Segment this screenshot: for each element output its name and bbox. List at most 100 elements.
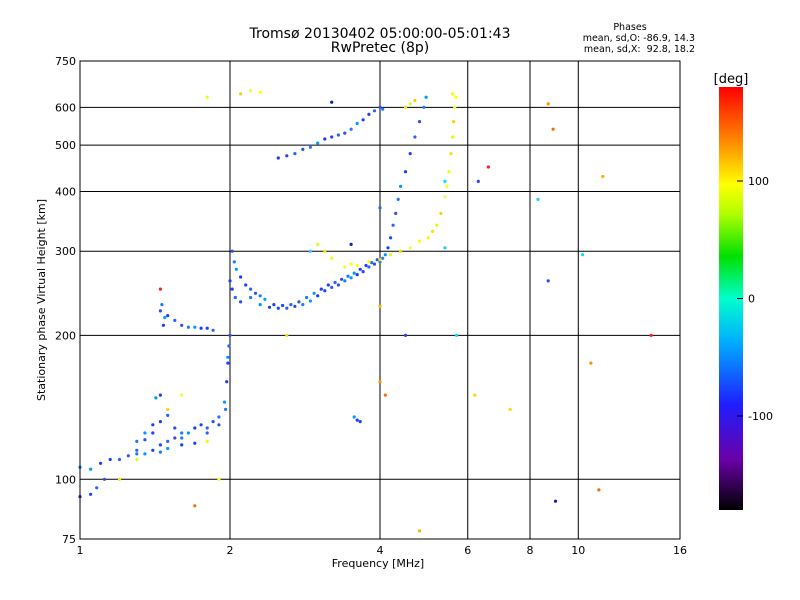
o-trace-point	[343, 131, 347, 135]
x-trace-point	[205, 439, 209, 443]
x-trace-point	[180, 393, 184, 397]
o-trace-point	[99, 461, 103, 465]
o-trace-point	[233, 295, 237, 300]
colorbar-ticks: -100 0 100	[737, 175, 773, 423]
o-trace-point	[276, 156, 280, 160]
o-trace-point	[180, 431, 184, 435]
x-trace-point	[343, 265, 347, 269]
o-trace-point	[391, 223, 395, 227]
y-axis: 75 100 200 300 400 500 600 750	[55, 55, 76, 546]
o-trace-point	[383, 253, 387, 257]
o-trace-point	[228, 333, 232, 337]
o-trace-point	[293, 304, 297, 308]
scatter-point	[589, 361, 593, 365]
scatter-point	[383, 393, 387, 397]
o-trace-point	[239, 275, 243, 279]
o-trace-point	[358, 420, 362, 424]
o-trace-point	[355, 121, 359, 126]
x-trace-point	[417, 239, 422, 243]
x-trace-point	[431, 229, 435, 233]
o-trace-point	[381, 256, 385, 260]
o-trace-point	[158, 309, 162, 313]
o-trace-point	[336, 133, 340, 137]
o-trace-point	[408, 152, 412, 156]
x-trace-point	[389, 253, 393, 257]
o-trace-point	[403, 170, 408, 174]
o-trace-point	[249, 295, 253, 300]
x-trace-point	[205, 95, 209, 99]
y-axis-label: Stationary phase Virtual Height [km]	[35, 199, 48, 401]
o-trace-point	[352, 271, 356, 275]
o-trace-point	[228, 279, 232, 283]
o-trace-point	[424, 95, 428, 99]
o-trace-point	[272, 303, 276, 307]
x-trace-point	[439, 211, 443, 215]
x-trace-point	[453, 105, 457, 109]
x-trace-point	[378, 258, 382, 262]
x-trace-point	[330, 256, 334, 260]
o-trace-point	[375, 258, 379, 262]
o-trace-point	[180, 436, 184, 440]
o-trace-point	[158, 393, 162, 397]
o-trace-point	[361, 118, 365, 122]
scatter-point	[551, 127, 555, 131]
o-trace-point	[281, 303, 285, 308]
x-axis-label: Frequency [MHz]	[332, 557, 424, 570]
o-trace-point	[340, 277, 344, 281]
o-trace-point	[358, 267, 362, 271]
scatter-point	[581, 253, 585, 257]
o-trace-point	[394, 211, 398, 215]
o-trace-point	[263, 297, 267, 301]
o-trace-point	[355, 273, 359, 277]
x-tick-label: 4	[377, 544, 384, 557]
scatter-point	[158, 287, 162, 291]
o-trace-point	[211, 420, 215, 424]
x-trace-point	[249, 89, 253, 93]
y-tick-label: 300	[55, 245, 76, 258]
x-trace-point	[413, 98, 417, 103]
o-trace-point	[326, 283, 330, 287]
o-trace-point	[323, 137, 327, 141]
o-trace-point	[267, 305, 272, 309]
o-trace-point	[158, 443, 162, 447]
x-trace-point	[408, 102, 412, 106]
x-trace-point	[117, 477, 122, 481]
x-tick-label: 1	[77, 544, 84, 557]
colorbar-tick-label: -100	[748, 410, 773, 423]
scatter-point	[403, 333, 408, 337]
scatter-point	[601, 174, 605, 179]
o-trace-point	[386, 246, 390, 250]
o-trace-point	[135, 452, 139, 456]
colorbar-tick-label: 100	[748, 175, 769, 188]
o-trace-point	[301, 147, 305, 151]
x-trace-point	[447, 170, 451, 174]
data-points	[78, 89, 653, 533]
o-trace-point	[352, 415, 356, 419]
scatter-point	[455, 333, 459, 337]
o-trace-point	[367, 112, 371, 116]
y-tick-label: 100	[55, 473, 76, 486]
o-trace-point	[102, 477, 107, 481]
chart-subtitle: RwPretec (8p)	[330, 40, 430, 56]
scatter-point	[443, 179, 447, 183]
x-trace-point	[135, 457, 139, 462]
o-trace-point	[413, 135, 417, 139]
colorbar-tick-label: 0	[748, 293, 755, 306]
plot-frame	[79, 60, 681, 540]
o-trace-point	[166, 439, 170, 443]
scatter-point	[536, 197, 540, 201]
o-trace-point	[143, 438, 147, 442]
scatter-point	[553, 499, 558, 503]
o-trace-point	[355, 418, 359, 422]
o-trace-point	[180, 443, 184, 447]
o-trace-point	[399, 184, 403, 188]
o-trace-point	[95, 486, 99, 490]
o-trace-point	[193, 426, 197, 430]
scatter-point	[378, 380, 382, 384]
scatter-point	[597, 488, 601, 492]
x-tick-label: 8	[527, 544, 534, 557]
o-trace-point	[151, 431, 155, 435]
o-trace-point	[389, 236, 393, 240]
o-trace-point	[205, 431, 209, 435]
